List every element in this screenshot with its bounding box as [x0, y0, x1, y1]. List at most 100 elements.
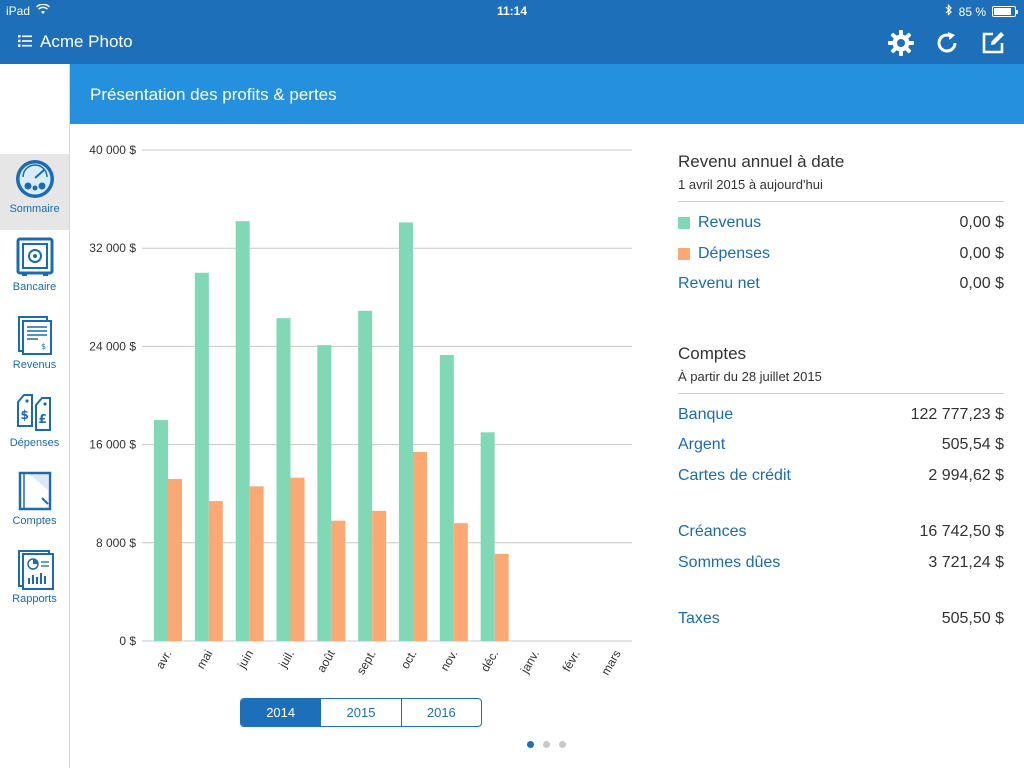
x-tick-label: mars — [598, 648, 623, 678]
page-dot[interactable] — [543, 741, 550, 748]
year-option-2015[interactable]: 2015 — [321, 699, 402, 726]
x-tick-label: févr. — [559, 648, 582, 675]
bluetooth-icon — [945, 4, 953, 19]
annual-row-revenus[interactable]: Revenus 0,00 $ — [678, 208, 1004, 239]
bar-revenus — [358, 310, 373, 641]
report-icon — [14, 548, 56, 590]
sidebar-item-bancaire[interactable]: Bancaire — [0, 232, 69, 308]
bar-revenus — [276, 318, 291, 641]
row-value: 0,00 $ — [959, 214, 1004, 232]
row-value: 2 994,62 $ — [928, 466, 1004, 484]
chart-svg: 40 000 $ 32 000 $ 24 000 $ 16 000 $ 8 000 $ 0… — [89, 143, 632, 678]
accounts-title: Comptes — [678, 343, 747, 363]
sidebar-item-revenus[interactable]: $ Revenus — [0, 310, 69, 386]
sidebar-item-label: Dépenses — [9, 437, 60, 449]
row-label: Sommes dûes — [678, 553, 781, 571]
battery-percent: 85 % — [958, 4, 986, 19]
refresh-icon[interactable] — [934, 30, 960, 56]
nav-bar: Acme Photo — [0, 22, 1024, 64]
svg-text:$: $ — [41, 342, 46, 351]
row-value: 505,54 $ — [941, 436, 1004, 454]
x-tick-label: sept. — [354, 648, 379, 678]
year-selector[interactable]: 2014 2015 2016 — [240, 698, 482, 727]
sidebar-item-label: Sommaire — [9, 203, 60, 215]
year-option-2016[interactable]: 2016 — [426, 705, 456, 720]
page-indicator[interactable] — [527, 741, 566, 748]
row-value: 3 721,24 $ — [928, 553, 1004, 571]
x-tick-label: janv. — [517, 648, 542, 677]
row-value: 0,00 $ — [959, 275, 1004, 293]
sidebar-item-label: Comptes — [12, 515, 57, 527]
invoice-icon: $ — [14, 314, 56, 356]
legend-swatch-revenus — [678, 217, 690, 230]
ledger-icon — [14, 470, 56, 512]
sidebar-item-label: Rapports — [12, 593, 57, 605]
bar-depenses — [290, 477, 305, 641]
x-tick-label: oct. — [398, 648, 420, 672]
sidebar-item-comptes[interactable]: Comptes — [0, 466, 69, 542]
account-row-creances[interactable]: Créances 16 742,50 $ — [678, 517, 1004, 548]
account-row-cartes[interactable]: Cartes de crédit 2 994,62 $ — [678, 461, 1004, 492]
page-dot[interactable] — [559, 741, 566, 748]
x-tick-label: juil. — [275, 648, 297, 671]
bar-revenus — [317, 345, 332, 641]
x-tick-label: déc. — [478, 648, 501, 675]
profit-loss-chart: 40 000 $ 32 000 $ 24 000 $ 16 000 $ 8 000 $ 0… — [70, 124, 650, 768]
sidebar-item-depenses[interactable]: $ £ Dépenses — [0, 388, 69, 464]
bar-depenses — [331, 520, 346, 641]
row-label: Dépenses — [698, 244, 771, 262]
svg-text:£: £ — [38, 412, 46, 426]
y-tick-label: 32 000 $ — [89, 241, 136, 255]
account-row-banque[interactable]: Banque 122 777,23 $ — [678, 400, 1004, 431]
settings-button[interactable] — [886, 28, 916, 58]
sidebar-item-label: Revenus — [12, 359, 57, 371]
edit-button[interactable] — [978, 28, 1008, 58]
sidebar: Sommaire Bancaire $ — [0, 64, 70, 768]
device-name: iPad — [6, 4, 31, 18]
safe-icon — [14, 236, 56, 278]
sidebar-item-rapports[interactable]: Rapports — [0, 544, 69, 620]
row-value: 122 777,23 $ — [910, 405, 1004, 423]
row-label: Banque — [678, 405, 734, 423]
bar-depenses — [413, 451, 427, 641]
y-tick-label: 24 000 $ — [89, 339, 136, 353]
annual-row-depenses[interactable]: Dépenses 0,00 $ — [678, 239, 1004, 270]
account-row-taxes[interactable]: Taxes 505,50 $ — [678, 604, 1004, 635]
bar-revenus — [439, 354, 454, 641]
bar-depenses — [249, 486, 264, 641]
sidebar-item-sommaire[interactable]: Sommaire — [0, 154, 69, 230]
wifi-icon — [35, 3, 51, 18]
bar-revenus — [154, 420, 168, 641]
gear-icon[interactable] — [888, 30, 914, 56]
row-label: Taxes — [678, 610, 720, 628]
account-row-sommes-dues[interactable]: Sommes dûes 3 721,24 $ — [678, 548, 1004, 579]
bar-depenses — [168, 478, 182, 641]
edit-icon[interactable] — [980, 30, 1006, 56]
y-tick-label: 0 $ — [119, 634, 136, 648]
annual-row-revenu-net[interactable]: Revenu net 0,00 $ — [678, 269, 1004, 300]
bar-depenses — [453, 523, 468, 641]
app-title: Acme Photo — [40, 32, 133, 51]
row-label: Revenu net — [678, 275, 760, 293]
section-header: Présentation des profits & pertes — [70, 64, 1024, 124]
row-value: 16 742,50 $ — [919, 523, 1004, 541]
y-tick-label: 8 000 $ — [96, 536, 136, 550]
year-option-2014[interactable]: 2014 — [241, 699, 322, 726]
list-icon[interactable] — [18, 32, 32, 52]
page-dot[interactable] — [527, 741, 534, 748]
x-tick-label: mai — [194, 648, 216, 672]
row-label: Argent — [678, 436, 726, 454]
battery-icon — [992, 6, 1018, 17]
row-label: Revenus — [698, 214, 762, 232]
status-time: 11:14 — [496, 4, 528, 18]
row-value: 0,00 $ — [959, 244, 1004, 262]
annual-subtitle: 1 avril 2015 à aujourd'hui — [678, 177, 1004, 202]
bar-depenses — [494, 553, 509, 641]
refresh-button[interactable] — [932, 28, 962, 58]
sidebar-item-label: Bancaire — [12, 281, 57, 293]
account-row-argent[interactable]: Argent 505,54 $ — [678, 430, 1004, 461]
summary-panel: Revenu annuel à date 1 avril 2015 à aujo… — [678, 124, 1004, 635]
app-menu[interactable]: Acme Photo — [18, 32, 133, 52]
bar-revenus — [235, 221, 250, 641]
x-tick-label: août — [314, 647, 338, 675]
